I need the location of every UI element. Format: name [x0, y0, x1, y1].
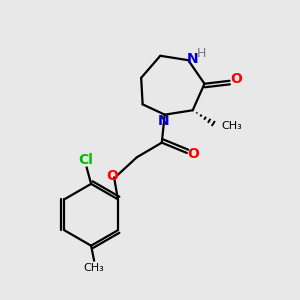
Text: O: O [106, 169, 118, 184]
Text: CH₃: CH₃ [84, 263, 104, 273]
Text: H: H [197, 47, 206, 60]
Text: CH₃: CH₃ [222, 122, 242, 131]
Text: O: O [187, 147, 199, 161]
Text: N: N [158, 114, 169, 128]
Text: O: O [230, 72, 242, 86]
Text: N: N [187, 52, 199, 66]
Text: Cl: Cl [78, 153, 93, 167]
